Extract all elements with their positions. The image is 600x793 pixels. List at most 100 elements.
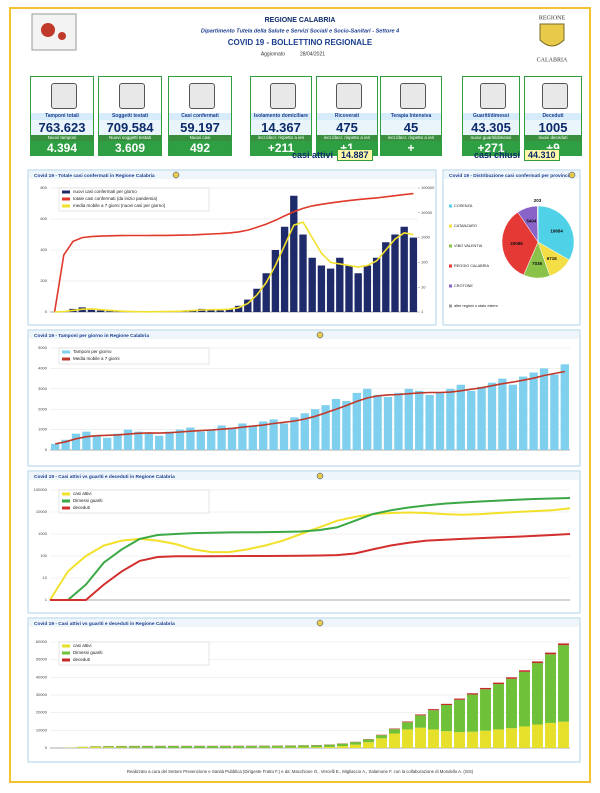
stat-box: Guariti/dimessi 43.305 nuovi guariti/dimes… [462, 76, 520, 156]
pie-value-label: 5404 [526, 219, 537, 224]
bar [259, 421, 268, 450]
legend-box [58, 347, 210, 365]
stacked-bar [454, 732, 465, 748]
stacked-bar [493, 682, 504, 685]
stat-icon [463, 77, 519, 113]
legend-box [58, 187, 210, 212]
chart-title-bar [29, 171, 435, 179]
bar [308, 257, 316, 312]
pie-value-label: 7036 [532, 261, 543, 266]
bar [144, 433, 153, 450]
y-tick-label: 1 [45, 597, 48, 602]
legend-label: casi attivi [73, 491, 92, 496]
bar [248, 425, 257, 450]
y-tick-label: 200 [40, 278, 47, 283]
bar [560, 364, 569, 450]
legend-swatch [449, 284, 452, 288]
region: REGIONE CALABRIA [265, 17, 336, 24]
stat-delta: +271 [463, 141, 519, 155]
legend-swatch [62, 350, 70, 354]
legend-swatch [62, 197, 70, 201]
chart-logo [568, 171, 576, 179]
stacked-bar [155, 746, 166, 748]
updated-label: Aggiornato [261, 51, 285, 57]
icon-shape [336, 83, 362, 109]
stacked-bar [480, 687, 491, 690]
y-tick-label: 1000 [38, 427, 48, 432]
stacked-bar [363, 739, 374, 743]
department: Dipartimento Tutela della Salute e Servi… [201, 28, 399, 34]
bar [326, 268, 335, 312]
stat-icon [31, 77, 93, 113]
bar [92, 435, 101, 450]
legend-label: casi attivi [73, 643, 92, 648]
closed-value: 44.310 [524, 149, 560, 161]
stacked-bar [350, 744, 361, 748]
bar [363, 265, 372, 312]
stacked-bar [285, 745, 296, 748]
stat-delta: 3.609 [99, 141, 161, 155]
stacked-bar [467, 694, 478, 732]
legend-label: REGGIO CALABRIA [454, 264, 489, 268]
stacked-bar [246, 745, 257, 748]
legend-label: CROTONE [454, 284, 473, 288]
bar [336, 257, 344, 312]
stacked-bar [402, 722, 413, 730]
chart-title-bar [444, 171, 579, 179]
bar [456, 384, 465, 450]
virus-icon [58, 32, 66, 40]
legend-swatch [62, 644, 70, 648]
stacked-bar [311, 745, 322, 748]
bar [134, 431, 143, 450]
stat-box: Ricoverati 475 incr./decr. rispetto a ieri… [316, 76, 378, 156]
bar [487, 382, 497, 450]
stacked-bar [428, 709, 439, 711]
bar [467, 390, 476, 450]
stacked-bar [298, 747, 309, 748]
virus-icon [31, 13, 77, 51]
pie-value-label: 19684 [550, 228, 563, 233]
logo-shield [539, 23, 565, 47]
y-tick-label: 2000 [38, 406, 48, 411]
stacked-bar [259, 745, 270, 748]
bar [244, 299, 252, 312]
bar [217, 425, 226, 450]
stat-box: Casi confermati 59.197 Nuovi casi 492 [168, 76, 232, 156]
active-label: casi attivi [292, 150, 334, 160]
stat-sublabel: incr./decr. rispetto a ieri [381, 135, 441, 141]
stat-value: 709.584 [99, 120, 161, 135]
chart-title: Covid 19 - Casi attivi vs guariti e dece… [34, 621, 175, 627]
icon-shape [480, 83, 506, 109]
bar [271, 250, 280, 312]
stacked-bar [389, 733, 400, 748]
bar [550, 374, 559, 450]
y-tick-label: 5000 [38, 345, 48, 350]
legend-label: altre regioni o stato estero [454, 304, 498, 308]
bar [207, 429, 216, 450]
stacked-bar [389, 728, 400, 730]
chart-title-bar [29, 619, 579, 627]
bar [155, 435, 164, 450]
legend-label: deceduti [73, 505, 90, 510]
stat-box: Isolamento domiciliare 14.367 incr./decr. … [250, 76, 312, 156]
stacked-bar [415, 715, 426, 728]
series-line [50, 497, 571, 601]
closed-label: casi chiusi [474, 150, 521, 160]
y-tick-label: 10000 [36, 509, 48, 514]
bar [106, 311, 114, 312]
legend-swatch [62, 357, 70, 361]
bulletin-title: COVID 19 - BOLLETTINO REGIONALE [228, 38, 373, 47]
stat-value: 45 [381, 120, 441, 135]
bar [175, 429, 185, 450]
legend-label: Dimessi guariti [73, 498, 103, 503]
y-tick-label: 0 [45, 309, 48, 314]
stacked-bar [181, 746, 192, 748]
y-tick-label: 100 [40, 553, 47, 558]
legend-label: totale casi confermati (da inizio pandem… [73, 196, 158, 201]
stat-icon [525, 77, 581, 113]
stacked-bar [532, 663, 543, 725]
stat-sublabel: nuovi guariti/dimessi [463, 135, 519, 141]
stacked-bar [532, 724, 543, 748]
